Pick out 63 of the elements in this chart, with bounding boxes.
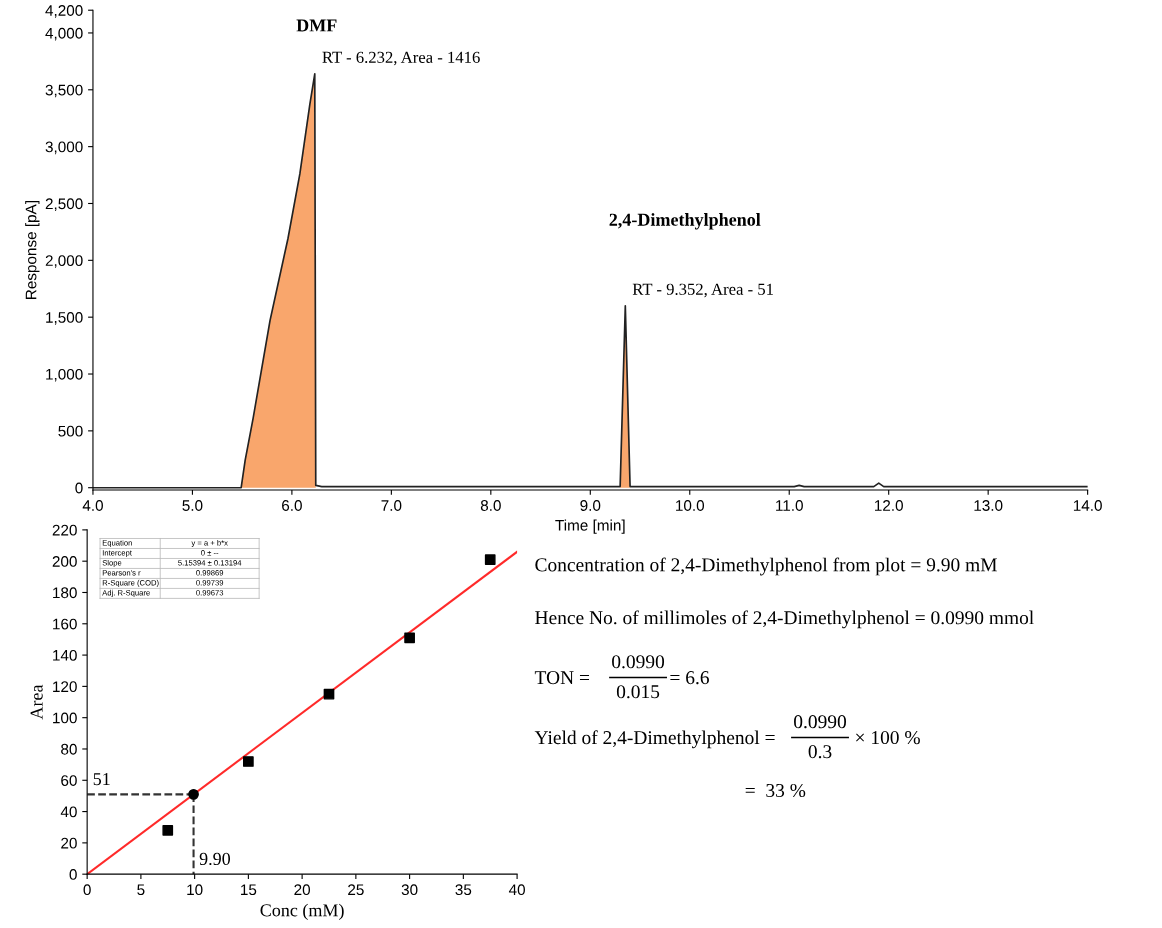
annotation: 9.90 (199, 852, 231, 866)
text: 0.015 (616, 685, 660, 699)
x-tick-label: 6.0 (282, 500, 302, 511)
text: Concentration of 2,4-Dimethylphenol from plot = 9.90 mM (535, 557, 997, 576)
x-tick-label: 9.0 (580, 500, 601, 511)
y-tick-label: 20 (61, 837, 77, 849)
x-tick-label: 14.0 (1073, 500, 1102, 511)
x-tick-label: 40 (508, 884, 525, 896)
x-tick-label: 30 (401, 884, 418, 896)
y-tick-label: 80 (61, 743, 77, 755)
y-tick-label: 120 (53, 681, 77, 693)
x-tick-label: 35 (455, 884, 472, 896)
x-tick-label: 7.0 (381, 500, 402, 511)
text: TON = (534, 671, 590, 685)
annotation: RT - 6.232, Area - 1416 (322, 51, 480, 66)
x-tick-label: 20 (294, 884, 311, 896)
y-tick-label: 200 (52, 556, 77, 567)
x-tick-label: 12.0 (875, 500, 903, 511)
text: = 33 % (745, 783, 806, 798)
x-tick-label: 15 (241, 884, 257, 896)
y-axis-title: Response [pA] (25, 201, 40, 299)
y-tick-label: 500 (58, 425, 83, 437)
x-tick-label: 11.0 (776, 500, 803, 511)
y-tick-label: 220 (52, 524, 77, 536)
y-tick-label: 0 (75, 482, 83, 494)
y-tick-label: 3,500 (45, 84, 83, 98)
y-tick-label: 1,500 (46, 312, 83, 325)
y-tick-label: 140 (53, 649, 77, 661)
y-tick-label: 4,200 (45, 5, 83, 18)
y-axis-title: Area (30, 684, 43, 720)
y-tick-label: 2,500 (45, 198, 83, 211)
annotation: 51 (93, 773, 110, 786)
y-tick-label: 0 (69, 869, 77, 880)
x-tick-label: 4.0 (82, 500, 103, 511)
x-tick-label: 5 (137, 884, 145, 896)
text: = 6.6 (670, 671, 709, 685)
x-tick-label: 25 (348, 884, 364, 896)
x-tick-label: 0 (83, 884, 91, 896)
annotation: RT - 9.352, Area - 51 (632, 283, 773, 298)
text: × 100 % (856, 730, 920, 745)
x-tick-label: 5.0 (182, 500, 203, 511)
x-axis-title: Time [min] (555, 519, 625, 534)
annotation: 2,4-Dimethylphenol (609, 213, 761, 230)
text: 0.3 (808, 745, 832, 759)
y-tick-label: 2,000 (45, 255, 83, 268)
text: Yield of 2,4-Dimethylphenol = (534, 730, 775, 749)
x-tick-label: 10 (187, 884, 203, 896)
y-tick-label: 60 (61, 775, 77, 786)
y-tick-label: 4,000 (45, 27, 83, 41)
x-tick-label: 10.0 (676, 500, 705, 511)
text: Hence No. of millimoles of 2,4-Dimethylphenol = 0.0990 mmol (535, 610, 1034, 629)
x-tick-label: 8.0 (480, 500, 501, 511)
x-axis-title: Conc (mM) (260, 903, 344, 921)
text: 0.0990 (794, 715, 847, 729)
y-tick-label: 160 (53, 618, 77, 630)
y-tick-label: 100 (53, 712, 77, 724)
y-tick-label: 40 (60, 806, 77, 818)
y-tick-label: 180 (53, 587, 77, 599)
text: 0.0990 (612, 655, 665, 669)
annotation: DMF (296, 19, 337, 32)
y-tick-label: 3,000 (45, 141, 83, 155)
x-tick-label: 13.0 (974, 500, 1003, 511)
y-tick-label: 1,000 (46, 368, 83, 382)
